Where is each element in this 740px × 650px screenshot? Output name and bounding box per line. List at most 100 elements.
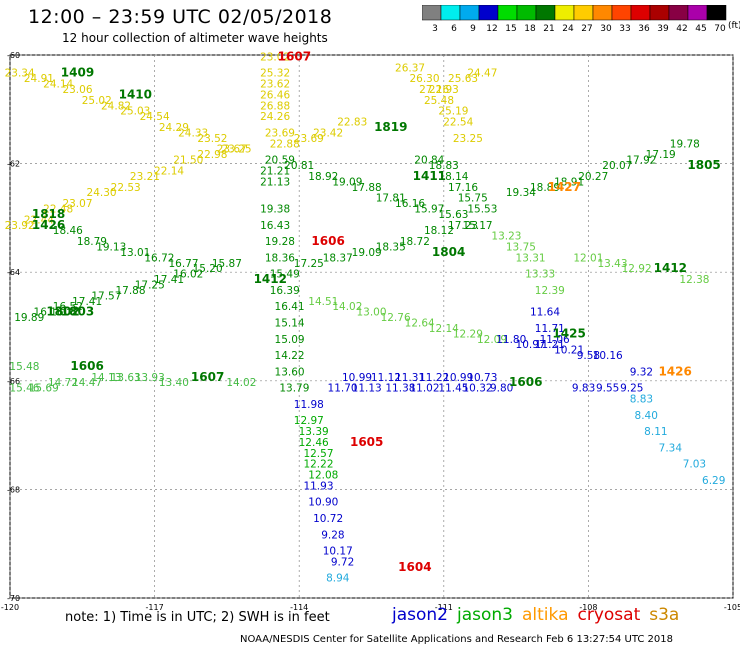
wave-height-value: 21.13: [260, 176, 290, 188]
longitude-tick-label: -117: [146, 603, 164, 612]
wave-height-value: 23.25: [222, 144, 252, 156]
wave-height-value: 17.19: [646, 149, 676, 161]
wave-height-value: 18.35: [376, 241, 406, 253]
wave-height-value: 16.41: [275, 301, 305, 313]
wave-height-value: 17.41: [72, 296, 102, 308]
wave-height-value: 13.60: [275, 366, 305, 378]
satellite-legend-altika: altika: [522, 605, 569, 625]
wave-height-value: 15.48: [9, 361, 39, 373]
longitude-tick-label: -105: [724, 603, 740, 612]
color-scale-label: 27: [581, 24, 592, 33]
color-scale-unit: (ft): [728, 21, 740, 31]
wave-height-value: 12.01: [573, 252, 603, 264]
track-s3a-cyan-lower: 8.94: [326, 573, 350, 585]
wave-height-value: 25.63: [448, 73, 478, 85]
wave-height-value: 13.63: [111, 372, 141, 384]
wave-height-value: 17.88: [352, 182, 382, 194]
color-scale-swatch: [706, 4, 727, 21]
wave-height-value: 21.21: [260, 165, 290, 177]
color-scale-label: 70: [714, 24, 726, 33]
wave-height-value: 24.14: [43, 79, 73, 91]
wave-height-value: 15.49: [270, 269, 300, 281]
wave-height-value: 23.21: [130, 171, 160, 183]
wave-height-value: 20.81: [284, 160, 314, 172]
wave-height-value: 14.47: [72, 377, 102, 389]
wave-height-value: 16.72: [144, 252, 174, 264]
map-footer: NOAA/NESDIS Center for Satellite Applica…: [240, 634, 673, 645]
wave-height-value: 13.43: [597, 258, 627, 270]
wave-height-value: 15.46: [9, 383, 39, 395]
wave-height-value: 27.16: [419, 84, 449, 96]
longitude-tick-label: -108: [579, 603, 597, 612]
wave-height-value: 16.77: [168, 258, 198, 270]
wave-height-value: 10.73: [467, 372, 497, 384]
wave-height-value: 9.80: [490, 383, 513, 395]
wave-height-value: 24.30: [87, 187, 117, 199]
wave-height-value: 15.75: [458, 193, 488, 205]
wave-height-value: 10.17: [323, 546, 353, 558]
color-scale-label: 42: [676, 24, 687, 33]
wave-height-value: 11.45: [438, 383, 468, 395]
wave-height-value: 9.55: [596, 383, 619, 395]
wave-height-value: 25.32: [260, 68, 290, 80]
latitude-tick-label: -66: [7, 377, 20, 386]
pass-time-label: 1606: [311, 234, 344, 248]
wave-height-value: 11.93: [303, 480, 333, 492]
satellite-legend-jason3: jason3: [457, 605, 513, 625]
wave-height-value: 22.48: [43, 203, 73, 215]
wave-height-value: 22.83: [337, 117, 367, 129]
wave-height-value: 23.07: [62, 198, 92, 210]
satellite-legend-cryosat: cryosat: [577, 605, 641, 625]
wave-height-value: 15.17: [463, 220, 493, 232]
wave-height-value: 7.03: [683, 459, 706, 471]
wave-height-value: 19.09: [332, 176, 362, 188]
pass-time-label: 1606: [509, 375, 542, 389]
wave-height-value: 10.32: [463, 383, 493, 395]
wave-height-value: 9.32: [630, 366, 653, 378]
pass-time-label: 1411: [413, 169, 446, 183]
wave-height-value: 10.97: [516, 339, 546, 351]
wave-height-value: 10.90: [308, 497, 338, 509]
pass-time-label: 1604: [398, 560, 431, 574]
wave-height-value: 18.46: [53, 225, 83, 237]
satellite-legend-jason2: jason2: [392, 605, 448, 625]
track-jason3-band-left: 15.48 15.4615.6914.7214.4714.1313.6313.93…: [9, 361, 256, 395]
wave-height-value: 16.16: [395, 198, 425, 210]
wave-height-value: 17.92: [626, 155, 656, 167]
wave-height-value: 11.31: [395, 372, 425, 384]
wave-height-value: 23.92: [5, 220, 35, 232]
wave-height-value: 19.09: [352, 247, 382, 259]
wave-height-color-scale: 3 6 9 12 15 18 21 24 27 30 33 36 39 42 45 70: [421, 4, 728, 37]
color-scale-label: 36: [638, 24, 650, 33]
wave-height-value: 21.50: [173, 155, 203, 167]
track-jason3-ascending-left: 19.8916.1616.5217.4117.5717.8817.2517.41…: [14, 258, 242, 324]
wave-height-value: 24.47: [467, 68, 497, 80]
pass-time-label: 1412: [654, 261, 687, 275]
color-scale-label: 39: [657, 24, 669, 33]
wave-height-value: 19.38: [260, 203, 290, 215]
wave-height-value: 24.29: [159, 122, 189, 134]
wave-height-value: 15.20: [193, 263, 223, 275]
wave-height-value: 18.36: [265, 252, 295, 264]
wave-height-value: 12.57: [303, 448, 333, 460]
map-note: note: 1) Time is in UTC; 2) SWH is in fe…: [65, 610, 330, 625]
wave-height-value: 14.02: [226, 377, 256, 389]
wave-height-value: 12.09: [477, 334, 507, 346]
track-jason2-band-center: 10.9911.1211.3111.2210.9910.7311.7011.13…: [328, 372, 514, 395]
color-scale-bar: 3 6 9 12 15 18 21 24 27 30 33 36 39 42 45 70: [421, 4, 727, 34]
wave-height-value: 24.54: [140, 111, 170, 123]
wave-height-value: 26.88: [260, 100, 290, 112]
longitude-tick-label: -120: [1, 603, 19, 612]
wave-height-value: 17.25: [294, 258, 324, 270]
wave-height-value: 12.64: [405, 318, 435, 330]
wave-height-value: 12.08: [308, 470, 338, 482]
wave-height-value: 8.11: [644, 426, 667, 438]
